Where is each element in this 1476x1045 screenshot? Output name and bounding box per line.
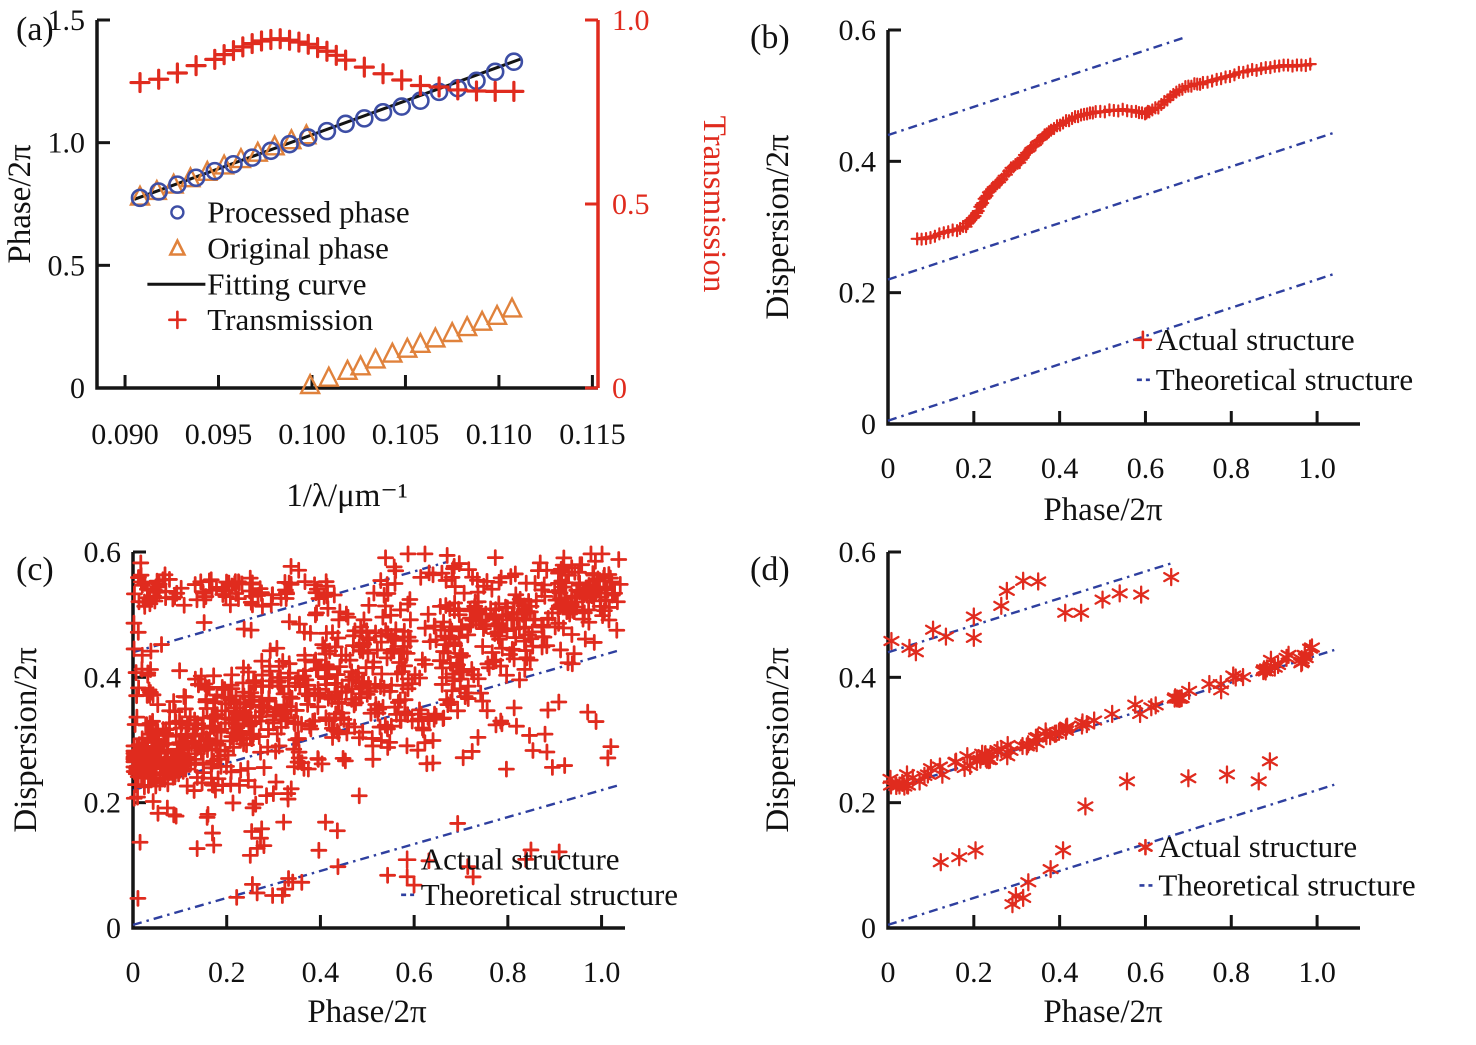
x-tick-label: 0.110: [466, 418, 532, 451]
panel-label: (c): [16, 551, 54, 588]
y-axis-ticks: 0 0.2 0.4 0.6: [84, 536, 146, 945]
x-tick-label: 0.8: [489, 956, 527, 989]
x-tick-label: 0.4: [302, 956, 340, 989]
right-tick-label: 1.0: [612, 4, 650, 37]
x-tick-label: 0.6: [395, 956, 433, 989]
series-transmission: [129, 28, 525, 102]
x-axis-title: Phase/2π: [307, 994, 427, 1030]
y-tick-label: 0.6: [839, 14, 877, 47]
legend-label: Theoretical structure: [421, 877, 678, 912]
y-axis-ticks: 0 0.5 1.0 1.5: [48, 4, 110, 405]
y-tick-label: 0.4: [839, 661, 877, 694]
x-axis-ticks: 0 0.2 0.4 0.6 0.8 1.0: [881, 915, 1336, 989]
y-axis-title: Dispersion/2π: [8, 647, 44, 833]
legend-label: Fitting curve: [207, 266, 366, 301]
y-tick-label: 1.0: [48, 127, 86, 160]
panel-label: (b): [750, 19, 790, 56]
y-axis-ticks: 0 0.2 0.4 0.6: [839, 536, 901, 945]
x-axis-title: 1/λ/μm⁻¹: [286, 478, 408, 514]
series-theoretical-structure: [887, 36, 1335, 422]
legend-plus-swatch: [397, 850, 417, 870]
y-tick-label: 0: [70, 372, 85, 405]
y-tick-label: 0.4: [839, 145, 877, 178]
x-axis-title: Phase/2π: [1043, 492, 1163, 528]
y-axis-title: Dispersion/2π: [760, 134, 796, 320]
x-tick-label: 0.8: [1213, 452, 1251, 485]
legend-circle-swatch: [170, 205, 185, 220]
x-axis-title: Phase/2π: [1043, 994, 1163, 1030]
right-tick-label: 0.5: [612, 188, 650, 221]
x-tick-label: 0.100: [278, 418, 346, 451]
x-tick-label: 0.115: [559, 418, 625, 451]
series-actual-structure-cloud: [882, 638, 1321, 796]
y-tick-label: 0: [106, 912, 121, 945]
legend-star-swatch: [1138, 838, 1153, 856]
y-axis-title: Dispersion/2π: [760, 647, 796, 833]
x-tick-label: 0.2: [208, 956, 246, 989]
series-actual-structure-cloud: [125, 545, 629, 907]
x-tick-label: 0.6: [1127, 452, 1165, 485]
x-tick-label: 1.0: [583, 956, 621, 989]
panel-label: (a): [16, 11, 54, 48]
y-axis-title: Phase/2π: [2, 144, 38, 264]
series-actual-structure: [910, 57, 1317, 246]
x-axis-ticks: 0 0.2 0.4 0.6 0.8 1.0: [881, 411, 1336, 485]
right-axis: 0 0.5 1.0 Transmission: [585, 4, 732, 405]
x-tick-label: 1.0: [1298, 452, 1336, 485]
panel-c: 0 0.2 0.4 0.6 0.8 1.0 0 0.2 0.4 0.6 Phase/2π Disper…: [8, 536, 678, 1030]
y-tick-label: 0.5: [48, 249, 86, 282]
panel-a: 0.090 0.095 0.100 0.105 0.110 0.115 0 0.5 1.0 1.5…: [2, 4, 732, 514]
x-tick-label: 0.2: [955, 956, 993, 989]
legend: Actual structure Theoretical structure: [1133, 322, 1413, 397]
y-tick-label: 1.5: [48, 4, 86, 37]
legend-plus-swatch: [1133, 330, 1153, 350]
right-tick-label: 0: [612, 372, 627, 405]
x-tick-label: 0.4: [1041, 452, 1079, 485]
y-tick-label: 0.4: [84, 661, 122, 694]
legend-label: Transmission: [207, 302, 373, 337]
x-tick-label: 0.2: [955, 452, 993, 485]
x-tick-label: 0.090: [91, 418, 159, 451]
series-fitting-curve: [133, 57, 522, 201]
x-axis-ticks: 0 0.2 0.4 0.6 0.8 1.0: [126, 915, 621, 989]
legend-label: Actual structure: [1158, 829, 1357, 864]
x-tick-label: 0.6: [1127, 956, 1165, 989]
series-actual-structure: [883, 567, 1278, 914]
y-tick-label: 0.2: [839, 277, 877, 310]
legend-triangle-swatch: [168, 237, 187, 256]
x-tick-label: 1.0: [1298, 956, 1336, 989]
panel-d: 0 0.2 0.4 0.6 0.8 1.0 0 0.2 0.4 0.6 Phase/2π Disper…: [750, 536, 1416, 1030]
panel-label: (d): [750, 551, 790, 588]
x-tick-label: 0.105: [372, 418, 440, 451]
legend-label: Theoretical structure: [1158, 867, 1415, 902]
legend-label: Original phase: [207, 231, 389, 266]
legend-plus-swatch: [168, 310, 187, 330]
right-axis-title: Transmission: [696, 116, 732, 293]
x-tick-label: 0: [881, 956, 896, 989]
y-tick-label: 0.6: [84, 536, 122, 569]
panel-b: 0 0.2 0.4 0.6 0.8 1.0 0 0.2 0.4 0.6 Phase/2π Disper…: [750, 14, 1413, 528]
legend-label: Actual structure: [1156, 322, 1355, 357]
x-axis-ticks: 0.090 0.095 0.100 0.105 0.110 0.115: [91, 375, 626, 451]
y-tick-label: 0: [861, 912, 876, 945]
legend-label: Actual structure: [421, 842, 620, 877]
legend-label: Processed phase: [207, 194, 409, 229]
y-tick-label: 0.6: [839, 536, 877, 569]
y-tick-label: 0.2: [839, 787, 877, 820]
x-tick-label: 0: [881, 452, 896, 485]
y-axis-ticks: 0 0.2 0.4 0.6: [839, 14, 901, 441]
legend-label: Theoretical structure: [1156, 362, 1413, 397]
y-tick-label: 0.2: [84, 787, 122, 820]
x-tick-label: 0: [126, 956, 141, 989]
x-tick-label: 0.8: [1213, 956, 1251, 989]
x-tick-label: 0.095: [185, 418, 253, 451]
y-tick-label: 0: [861, 408, 876, 441]
x-tick-label: 0.4: [1041, 956, 1079, 989]
